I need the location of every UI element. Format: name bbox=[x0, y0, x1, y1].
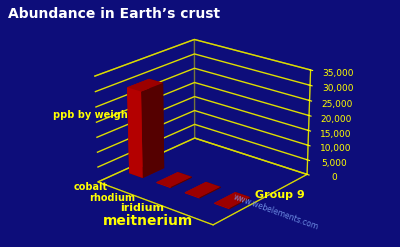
Text: www.webelements.com: www.webelements.com bbox=[232, 192, 320, 232]
Text: Abundance in Earth’s crust: Abundance in Earth’s crust bbox=[8, 7, 220, 21]
